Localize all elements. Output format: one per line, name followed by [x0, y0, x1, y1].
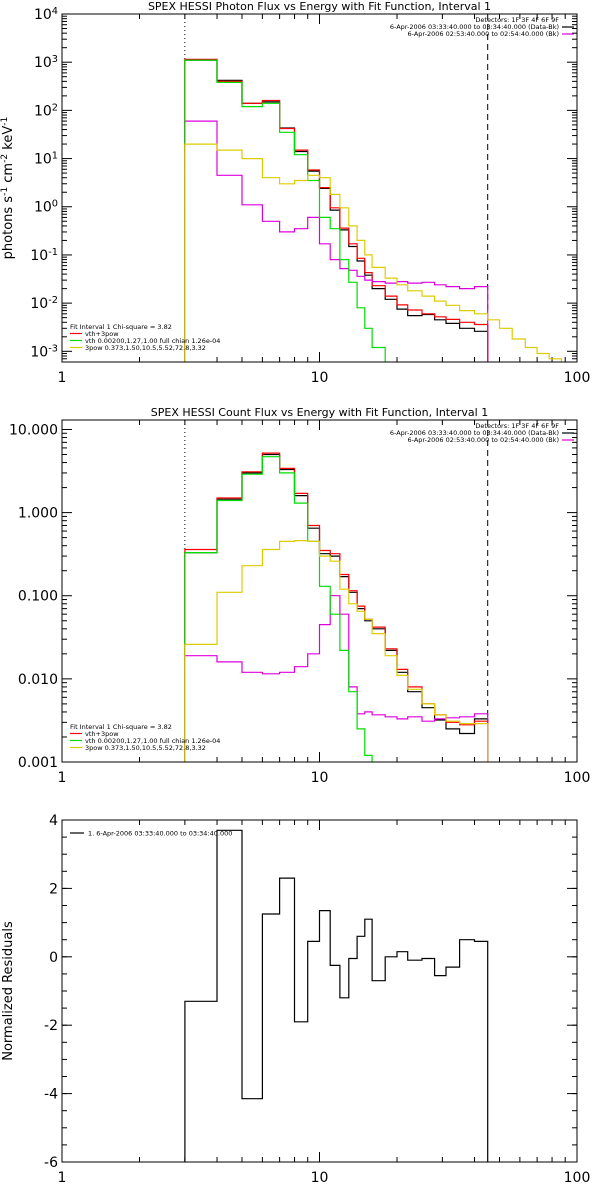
legend-header: Fit Interval 1 Chi-square = 3.82 — [70, 323, 172, 331]
y-tick-label: -2 — [44, 1018, 58, 1034]
y-tick-label: 0.100 — [18, 589, 58, 605]
header-info-line: Detectors: 1F 3F 4F 6F 9F — [475, 16, 559, 24]
x-tick-label: 1 — [58, 770, 67, 786]
series-group — [184, 452, 489, 762]
panel-1: SPEX HESSI Photon Flux vs Energy with Fi… — [0, 0, 590, 386]
series-line — [184, 829, 489, 1162]
series-line — [184, 540, 489, 762]
panel-3: Normalized Residuals 1 10 100 -6 -4 -2 0 2 4 1. 6-… — [1, 813, 590, 1186]
x-tick-label: 100 — [564, 1170, 591, 1186]
y-tick-label: 1.000 — [18, 506, 58, 522]
legend-entry: 1. 6-Apr-2006 03:33:40.000 to 03:34:40.0… — [88, 830, 232, 838]
x-tick-label: 10 — [311, 370, 329, 386]
y-axis-label: Normalized Residuals — [1, 921, 16, 1061]
x-tick-label: 100 — [564, 770, 591, 786]
y-tick-label: 2 — [49, 881, 58, 897]
legend-header: Fit Interval 1 Chi-square = 3.82 — [70, 723, 172, 731]
header-info-line: Detectors: 1F 3F 4F 6F 9F — [475, 422, 559, 430]
legend-entry: vth 0.00200,1.27,1.00 full chian 1.26e-0… — [85, 337, 220, 345]
header-info-line: 6-Apr-2006 03:33:40.000 to 03:34:40.000 … — [390, 429, 559, 437]
y-tick-label: 10-1 — [30, 246, 58, 264]
legend-entry: 3pow 0.373,1.50,10.5,5.52,72.8,3.32 — [85, 344, 206, 352]
y-tick-label: 10-2 — [30, 295, 58, 313]
chart-title: SPEX HESSI Count Flux vs Energy with Fit… — [151, 406, 488, 419]
y-tick-label: 10-3 — [30, 343, 58, 361]
y-tick-label: -6 — [44, 1155, 58, 1171]
x-tick-label: 1 — [58, 370, 67, 386]
x-tick-label: 10 — [311, 770, 329, 786]
legend-entry: vth+3pow — [85, 730, 119, 738]
panel-2: SPEX HESSI Count Flux vs Energy with Fit… — [9, 406, 590, 786]
chart-title: SPEX HESSI Photon Flux vs Energy with Fi… — [148, 0, 491, 13]
legend-entry: 3pow 0.373,1.50,10.5,5.52,72.8,3.32 — [85, 744, 206, 752]
series-line — [184, 58, 489, 362]
y-tick-label: 10.000 — [9, 422, 58, 438]
y-tick-label: 102 — [34, 102, 58, 120]
y-tick-label: 103 — [34, 54, 58, 72]
y-tick-label: 104 — [34, 6, 58, 24]
series-line — [184, 59, 409, 362]
y-tick-label: 0.010 — [18, 672, 58, 688]
legend-entry: vth+3pow — [85, 330, 119, 338]
y-tick-label: 0.001 — [18, 755, 58, 771]
x-tick-label: 100 — [564, 370, 591, 386]
y-tick-label: 0 — [49, 950, 58, 966]
y-tick-label: 4 — [49, 813, 58, 829]
y-axis-label: photons s-1 cm-2 keV-1 — [0, 117, 16, 260]
header-info-line: 6-Apr-2006 02:53:40.000 to 02:54:40.000 … — [408, 436, 559, 444]
series-line — [184, 120, 489, 362]
x-tick-label: 10 — [311, 1170, 329, 1186]
series-line — [184, 143, 577, 362]
header-info-line: 6-Apr-2006 03:33:40.000 to 03:34:40.000 … — [390, 23, 559, 31]
series-group — [184, 829, 489, 1162]
header-info-line: 6-Apr-2006 02:53:40.000 to 02:54:40.000 … — [408, 30, 559, 38]
series-line — [184, 595, 489, 762]
axes-frame — [61, 419, 578, 763]
legend-entry: vth 0.00200,1.27,1.00 full chian 1.26e-0… — [85, 737, 220, 745]
x-tick-label: 1 — [58, 1170, 67, 1186]
y-tick-label: -4 — [44, 1087, 58, 1103]
axes-frame — [61, 13, 578, 363]
y-tick-label: 100 — [34, 198, 58, 216]
series-line — [184, 456, 386, 762]
y-tick-label: 101 — [34, 150, 58, 168]
axes-frame — [61, 819, 578, 1163]
series-group — [184, 58, 577, 362]
